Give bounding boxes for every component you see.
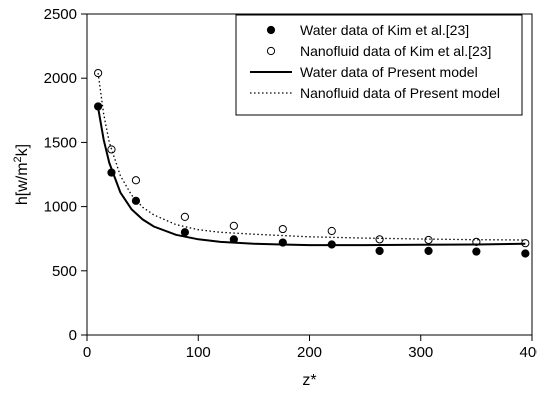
y-axis-label: h[w/m2k]	[12, 144, 31, 205]
y-axis-label-sup: 2	[12, 156, 24, 162]
data-point-open	[180, 212, 189, 221]
data-point-filled	[375, 246, 384, 255]
y-tick-label: 500	[52, 263, 77, 280]
legend-label: Nanofluid data of Kim et al.[23]	[300, 43, 491, 59]
x-tick-label: 100	[186, 344, 211, 361]
x-axis-label: z*	[302, 372, 316, 389]
data-point-filled	[472, 247, 481, 256]
series-4	[97, 73, 526, 241]
y-tick-label: 1500	[44, 134, 77, 151]
legend-item: Nanofluid data of Present model	[250, 85, 500, 101]
series-line	[97, 107, 526, 247]
ticks: 0 100 200 300 400 0 500 1000 1500 2000 2500	[44, 6, 537, 361]
data-point-open	[131, 176, 141, 185]
series-line	[97, 73, 526, 241]
data-point-filled	[180, 228, 189, 237]
series-2	[94, 68, 530, 248]
y-tick-label: 2500	[44, 6, 77, 23]
series-layer	[94, 68, 530, 258]
data-point-filled	[424, 246, 433, 255]
data-point-filled	[521, 249, 530, 258]
legend-box	[235, 14, 523, 116]
y-axis-label-tail: k]	[14, 144, 31, 156]
legend-marker-swatch	[266, 46, 276, 56]
y-tick-label: 2000	[44, 70, 77, 87]
series-1	[94, 102, 530, 258]
legend-item: Water data of Kim et al.[23]	[266, 22, 469, 38]
data-point-open	[375, 235, 384, 244]
data-point-open	[278, 224, 287, 234]
x-tick-label: 0	[83, 344, 91, 361]
legend-item: Water data of Present model	[250, 64, 478, 80]
x-tick-label: 300	[408, 344, 433, 361]
legend: Water data of Kim et al.[23] Nanofluid da…	[235, 14, 523, 116]
legend-marker-swatch	[266, 25, 276, 35]
data-point-open	[229, 221, 238, 230]
legend-label: Nanofluid data of Present model	[300, 85, 500, 101]
y-tick-label: 1000	[44, 199, 77, 216]
legend-label: Water data of Present model	[300, 64, 478, 80]
y-tick-label: 0	[69, 327, 77, 344]
x-tick-label: 200	[297, 344, 322, 361]
legend-label: Water data of Kim et al.[23]	[300, 22, 469, 38]
data-point-open	[327, 226, 336, 236]
series-3	[97, 107, 526, 247]
data-point-open	[107, 145, 116, 154]
data-point-open	[424, 235, 433, 245]
x-tick-label: 400	[519, 344, 537, 361]
legend-item: Nanofluid data of Kim et al.[23]	[266, 43, 491, 59]
data-point-filled	[131, 196, 141, 205]
data-point-open	[94, 68, 103, 78]
y-axis-label-base: h[w/m	[14, 162, 31, 205]
